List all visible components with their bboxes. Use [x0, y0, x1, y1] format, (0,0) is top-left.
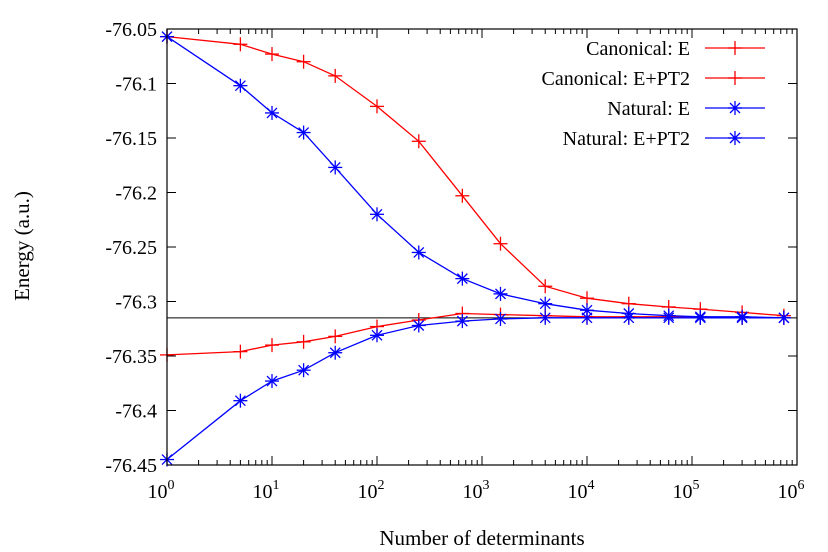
data-point — [538, 279, 553, 294]
y-tick-label: -76.4 — [115, 401, 157, 423]
legend-entry: Natural: E — [607, 98, 765, 120]
data-point — [328, 345, 343, 360]
series-layer — [160, 29, 791, 467]
legend-label: Canonical: E+PT2 — [542, 68, 690, 90]
data-point — [411, 245, 426, 260]
series-line — [166, 36, 784, 319]
data-point — [455, 188, 470, 203]
legend-entry: Canonical: E+PT2 — [542, 68, 765, 90]
x-tick-label: 104 — [568, 478, 595, 503]
y-tick-label: -76.45 — [105, 455, 157, 477]
x-tick-label: 101 — [253, 478, 280, 503]
data-point — [493, 311, 508, 326]
data-point — [265, 374, 279, 389]
series-line — [166, 35, 784, 317]
legend-entry: Canonical: E — [586, 38, 765, 60]
axes: -76.05 -76.1 -76.15 -76.2 -76.25 -76.3 -76.35 -… — [105, 19, 804, 503]
y-tick-label: -76.2 — [115, 183, 157, 205]
y-tick-label: -76.3 — [115, 292, 157, 314]
data-point — [296, 54, 311, 69]
data-point — [328, 160, 343, 175]
series-2 — [160, 306, 791, 362]
data-point — [411, 318, 426, 333]
plot-frame — [166, 28, 798, 466]
data-point — [370, 207, 384, 222]
legend-label: Natural: E+PT2 — [563, 128, 690, 150]
data-point — [776, 310, 791, 325]
x-axis-title: Number of determinants — [379, 526, 584, 550]
data-point — [580, 310, 594, 325]
series-1 — [160, 29, 791, 323]
data-point — [735, 310, 750, 325]
data-point — [233, 393, 248, 408]
legend-label: Natural: E — [607, 98, 690, 120]
series-4 — [160, 310, 791, 467]
data-point — [493, 236, 508, 251]
data-point — [370, 328, 384, 343]
legend-label: Canonical: E — [586, 38, 690, 60]
data-point — [693, 310, 708, 325]
data-point — [370, 99, 384, 114]
data-point — [580, 291, 594, 306]
star-marker — [728, 131, 742, 145]
data-point — [233, 78, 248, 93]
data-point — [233, 344, 248, 359]
plus-marker — [728, 41, 742, 55]
data-point — [493, 286, 508, 301]
series-3 — [160, 29, 791, 325]
data-point — [455, 314, 470, 329]
legend-entry: Natural: E+PT2 — [563, 128, 765, 150]
x-tick-label: 102 — [358, 478, 385, 503]
y-tick-label: -76.35 — [105, 346, 157, 368]
x-tick-label: 103 — [463, 478, 490, 503]
legend: Canonical: E Canonical: E+PT2 Natural: E Na… — [542, 38, 765, 150]
data-point — [621, 310, 636, 325]
data-point — [265, 338, 279, 353]
y-tick-label: -76.05 — [105, 19, 157, 41]
data-point — [538, 296, 553, 311]
data-point — [328, 68, 343, 83]
y-tick-label: -76.1 — [115, 74, 157, 96]
star-marker — [728, 101, 742, 115]
y-tick-label: -76.25 — [105, 237, 157, 259]
x-tick-label: 105 — [673, 478, 700, 503]
series-line — [166, 317, 784, 461]
data-point — [580, 303, 594, 318]
x-tick-label: 106 — [778, 478, 805, 503]
data-point — [265, 47, 279, 62]
data-point — [411, 134, 426, 149]
x-tick-label: 100 — [148, 478, 175, 503]
y-axis-title: Energy (a.u.) — [10, 191, 34, 301]
plus-marker — [728, 71, 742, 85]
data-point — [265, 105, 279, 120]
data-point — [538, 310, 553, 325]
data-point — [296, 334, 311, 349]
data-point — [328, 329, 343, 344]
data-point — [296, 363, 311, 378]
data-point — [233, 37, 248, 52]
data-point — [296, 125, 311, 140]
data-point — [661, 310, 676, 325]
y-tick-label: -76.15 — [105, 128, 157, 150]
data-point — [455, 271, 470, 286]
